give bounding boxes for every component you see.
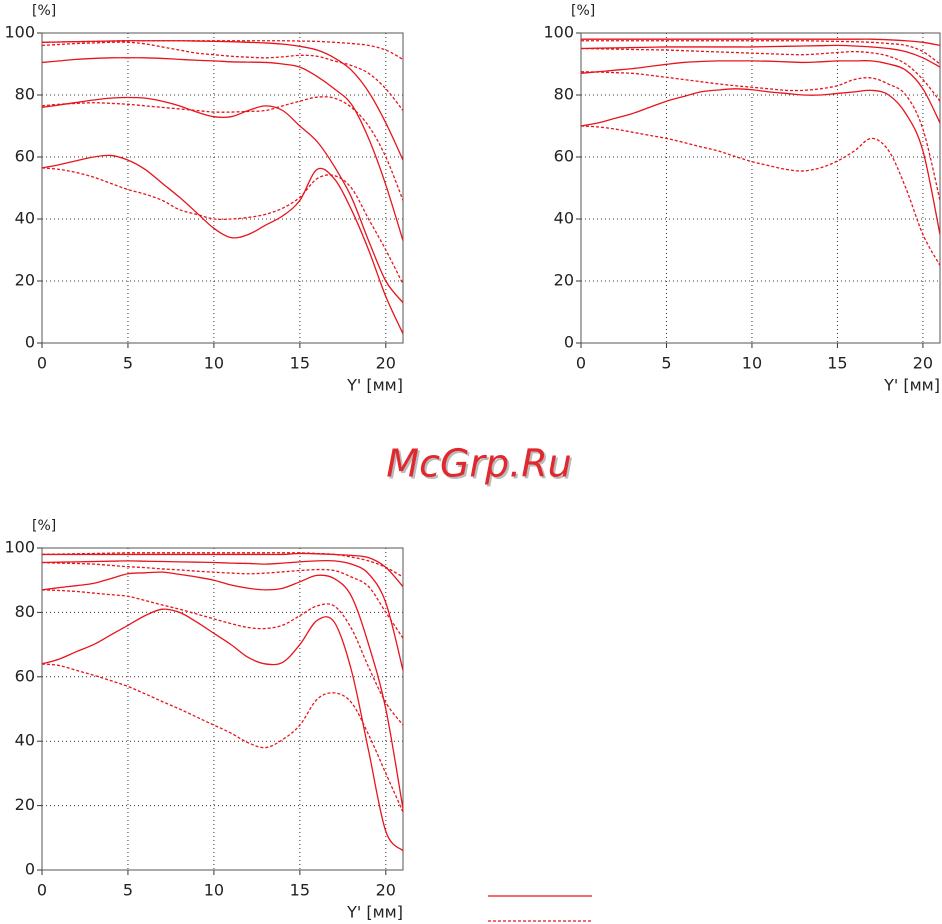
x-tick-label: 15: [827, 354, 847, 373]
y-axis-label: [%]: [32, 3, 56, 19]
mtf-line: [42, 552, 404, 588]
y-tick-label: 20: [15, 271, 35, 290]
x-tick-label: 15: [290, 354, 310, 373]
y-tick-label: 80: [15, 85, 35, 104]
y-tick-label: 40: [15, 731, 35, 750]
y-axis-label: [%]: [32, 518, 56, 534]
mtf-line: [41, 589, 404, 726]
watermark-shadow: McGrp.Ru: [388, 444, 573, 488]
y-tick-label: 100: [4, 23, 35, 42]
mtf-line: [41, 663, 404, 813]
watermark: McGrp.Ru: [386, 442, 571, 486]
mtf-line: [41, 608, 404, 852]
y-tick-label: 20: [554, 271, 574, 290]
y-tick-label: 60: [15, 147, 35, 166]
x-tick-label: 5: [123, 354, 133, 373]
y-tick-label: 80: [15, 602, 35, 621]
y-tick-label: 20: [15, 795, 35, 814]
x-tick-label: 10: [204, 881, 224, 900]
x-axis-label: Y' [мм]: [883, 376, 940, 395]
mtf-line: [41, 571, 404, 809]
mtf-line: [581, 38, 941, 47]
mtf-line: [580, 44, 941, 68]
x-axis-label: Y' [мм]: [346, 903, 403, 922]
mtf-line: [41, 57, 404, 241]
y-tick-label: 0: [25, 860, 35, 879]
mtf-line: [41, 96, 404, 304]
y-tick-label: 80: [554, 85, 574, 104]
x-tick-label: 5: [661, 354, 671, 373]
x-tick-label: 10: [742, 354, 762, 373]
x-tick-label: 0: [576, 354, 586, 373]
mtf-line: [41, 167, 404, 285]
y-axis-label: [%]: [571, 3, 595, 19]
mtf-line: [41, 559, 404, 671]
x-axis-label: Y' [мм]: [346, 376, 403, 395]
mtf-line: [580, 60, 941, 124]
y-tick-label: 40: [554, 209, 574, 228]
y-tick-label: 100: [543, 23, 574, 42]
x-tick-label: 20: [913, 354, 933, 373]
mtf-line: [41, 41, 404, 111]
y-tick-label: 100: [4, 538, 35, 557]
x-tick-label: 10: [204, 354, 224, 373]
x-tick-label: 20: [376, 881, 396, 900]
mtf-line: [41, 561, 404, 639]
mtf-line: [41, 96, 404, 201]
mtf-line: [580, 71, 941, 201]
x-tick-label: 5: [123, 881, 133, 900]
mtf-line: [580, 125, 941, 266]
y-tick-label: 60: [554, 147, 574, 166]
y-tick-label: 40: [15, 209, 35, 228]
y-tick-label: 0: [25, 333, 35, 352]
plot-frame: [41, 32, 404, 344]
mtf-line: [580, 88, 941, 235]
plot-frame: [580, 32, 941, 344]
plot-frame: [41, 547, 404, 871]
y-tick-label: 0: [564, 333, 574, 352]
y-tick-label: 60: [15, 666, 35, 685]
mtf-line: [41, 154, 404, 334]
x-tick-label: 0: [37, 881, 47, 900]
x-tick-label: 15: [290, 881, 310, 900]
mtf-line: [41, 552, 404, 578]
x-tick-label: 0: [37, 354, 47, 373]
mtf-line: [41, 40, 404, 60]
x-tick-label: 20: [376, 354, 396, 373]
